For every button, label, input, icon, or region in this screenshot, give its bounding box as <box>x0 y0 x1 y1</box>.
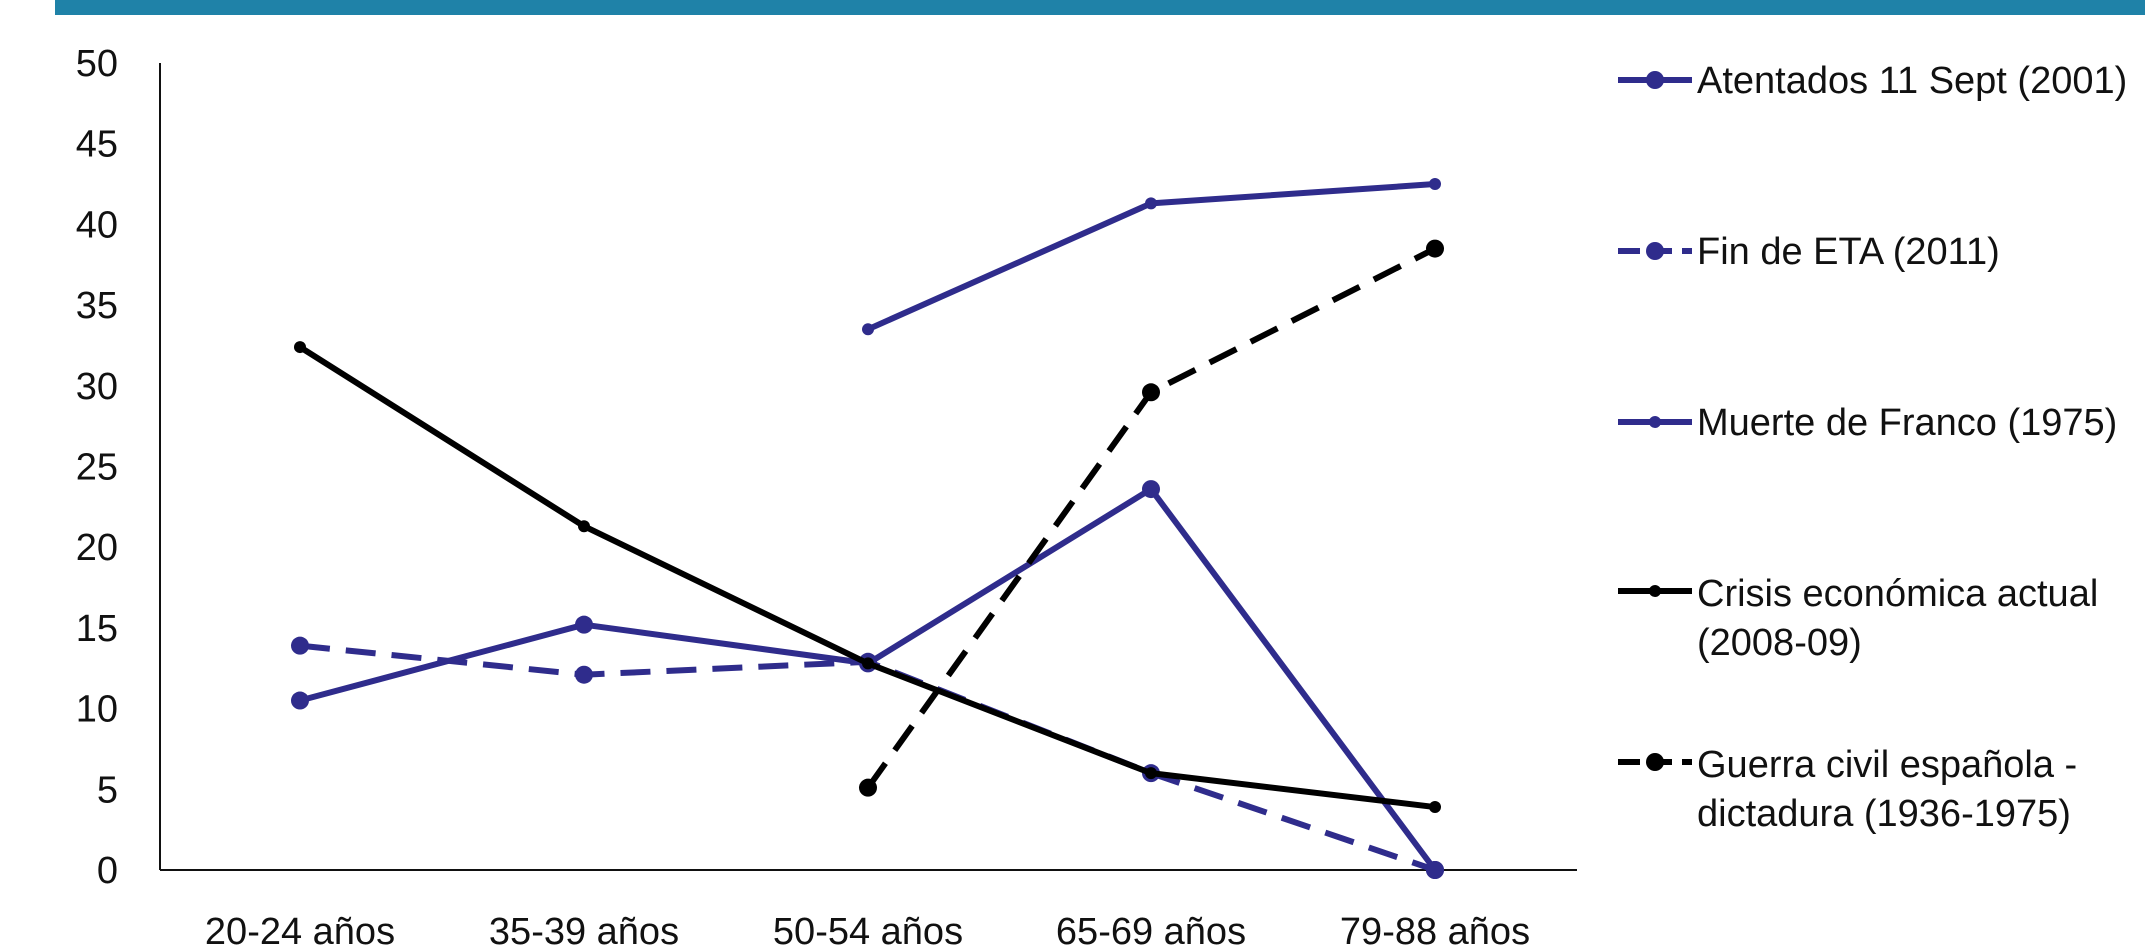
y-tick-label: 30 <box>76 366 118 408</box>
x-tick-label: 65-69 años <box>1056 911 1246 946</box>
legend-marker <box>1646 753 1664 771</box>
legend-marker <box>1646 242 1664 260</box>
header-band <box>55 0 2145 15</box>
legend-entry: Crisis económica actual (2008-09) <box>1618 573 2098 664</box>
series-layer <box>291 178 1444 879</box>
legend-entry: Muerte de Franco (1975) <box>1618 402 2117 444</box>
legend-label: Muerte de Franco (1975) <box>1697 402 2117 444</box>
legend-marker <box>1649 585 1661 597</box>
data-point <box>1426 861 1444 879</box>
series-line <box>299 642 1436 873</box>
legend-marker <box>1649 416 1661 428</box>
series-line <box>298 344 1436 811</box>
x-tick-label: 79-88 años <box>1340 911 1530 946</box>
y-tick-label: 45 <box>76 124 118 166</box>
data-point <box>1145 767 1157 780</box>
y-tick-label: 40 <box>76 204 118 246</box>
data-point <box>294 341 306 354</box>
series-4 <box>294 341 1441 814</box>
data-point <box>862 323 874 336</box>
legend-label: Atentados 11 Sept (2001) <box>1697 60 2127 102</box>
data-point <box>1145 197 1157 210</box>
legend-label: Crisis económica actual <box>1697 573 2098 615</box>
data-point <box>578 520 590 533</box>
data-point <box>291 691 309 710</box>
data-point <box>575 615 593 634</box>
series-3 <box>862 178 1441 336</box>
data-point <box>1142 480 1160 499</box>
legend: Atentados 11 Sept (2001) Fin de ETA (2011… <box>1618 60 2127 835</box>
legend-label: Guerra civil española - <box>1697 744 2077 786</box>
chart-axes <box>159 63 1577 871</box>
series-5 <box>859 239 1444 797</box>
y-tick-label: 10 <box>76 689 118 731</box>
data-point <box>1142 383 1160 402</box>
data-point <box>1429 801 1441 814</box>
y-tick-label: 15 <box>76 608 118 650</box>
x-tick-label: 50-54 años <box>773 911 963 946</box>
series-2 <box>291 636 1444 879</box>
y-tick-label: 0 <box>97 850 118 892</box>
series-1 <box>291 480 1444 879</box>
data-point <box>1426 239 1444 258</box>
x-tick-label: 35-39 años <box>489 911 679 946</box>
data-point <box>291 636 309 655</box>
legend-entry: Atentados 11 Sept (2001) <box>1618 60 2127 102</box>
data-point <box>859 778 877 797</box>
x-axis-tick-labels: 20-24 años 35-39 años 50-54 años 65-69 años… <box>205 911 1530 946</box>
legend-label: dictadura (1936-1975) <box>1697 793 2071 835</box>
data-point <box>575 665 593 684</box>
x-tick-label: 20-24 años <box>205 911 395 946</box>
y-tick-label: 20 <box>76 527 118 569</box>
series-line <box>865 245 1437 790</box>
y-tick-label: 25 <box>76 447 118 489</box>
y-axis-tick-labels: 0 5 10 15 20 25 30 35 40 45 50 <box>76 43 118 892</box>
data-point <box>862 657 874 670</box>
legend-entry: Fin de ETA (2011) <box>1618 231 2000 273</box>
y-tick-label: 35 <box>76 285 118 327</box>
legend-label: (2008-09) <box>1697 622 1862 664</box>
y-tick-label: 50 <box>76 43 118 85</box>
legend-label: Fin de ETA (2011) <box>1697 231 2000 273</box>
y-tick-label: 5 <box>97 769 118 811</box>
data-point <box>1429 178 1441 191</box>
legend-marker <box>1646 71 1664 89</box>
legend-entry: Guerra civil española - dictadura (1936-1… <box>1618 744 2077 835</box>
